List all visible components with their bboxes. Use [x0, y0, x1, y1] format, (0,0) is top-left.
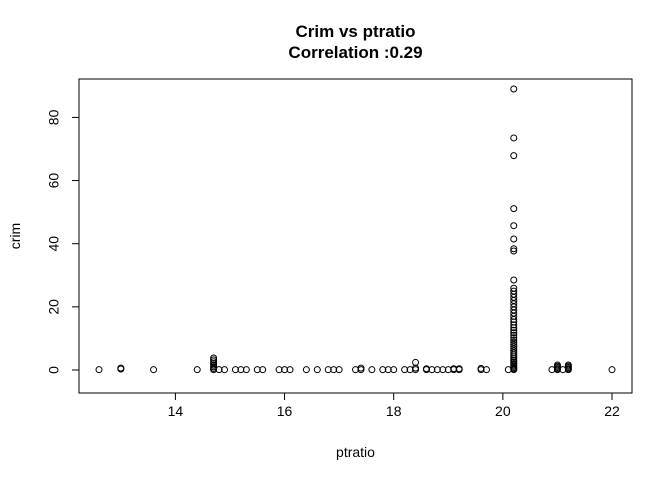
y-tick-label: 0 [46, 366, 62, 374]
data-point [210, 356, 218, 364]
x-tick-label: 18 [386, 403, 402, 419]
data-point [117, 364, 125, 372]
data-point [510, 338, 518, 346]
x-tick-label: 16 [277, 403, 293, 419]
data-point [510, 347, 518, 355]
data-point [564, 361, 572, 369]
data-point [510, 331, 518, 339]
data-point [193, 366, 201, 374]
y-tick-label: 60 [46, 173, 62, 189]
y-axis: 0 20 40 60 80 [46, 109, 80, 374]
data-point [412, 358, 420, 366]
chart-title: Crim vs ptratio [296, 22, 416, 41]
data-point [357, 364, 365, 372]
data-point [510, 329, 518, 337]
data-point [286, 366, 294, 374]
data-point [150, 366, 158, 374]
x-axis-label: ptratio [336, 444, 375, 460]
x-tick-label: 14 [168, 403, 184, 419]
data-point [510, 343, 518, 351]
data-point [553, 361, 561, 369]
data-point [324, 366, 332, 374]
data-point [368, 366, 376, 374]
data-point [95, 366, 103, 374]
data-points [95, 85, 616, 374]
data-point [253, 366, 261, 374]
data-point [510, 334, 518, 342]
y-tick-label: 80 [46, 109, 62, 125]
data-point [281, 366, 289, 374]
data-point [510, 345, 518, 353]
data-point [401, 366, 409, 374]
data-point [384, 366, 392, 374]
data-point [510, 205, 518, 213]
data-point [313, 366, 321, 374]
data-point [330, 366, 338, 374]
data-point [231, 366, 239, 374]
y-tick-label: 40 [46, 236, 62, 252]
data-point [510, 152, 518, 160]
data-point [510, 321, 518, 329]
data-point [379, 366, 387, 374]
data-point [215, 366, 223, 374]
data-point [335, 366, 343, 374]
data-point [275, 366, 283, 374]
data-point [510, 85, 518, 93]
data-point [242, 366, 250, 374]
data-point [510, 134, 518, 142]
data-point [210, 358, 218, 366]
data-point [510, 222, 518, 230]
y-axis-label: crim [7, 223, 23, 249]
x-tick-label: 22 [604, 403, 620, 419]
data-point [210, 354, 218, 362]
data-point [433, 366, 441, 374]
data-point [439, 366, 447, 374]
data-point [510, 245, 518, 253]
x-tick-label: 20 [495, 403, 511, 419]
data-point [510, 326, 518, 334]
data-point [482, 366, 490, 374]
data-point [510, 247, 518, 255]
data-point [510, 287, 518, 295]
plot-frame [78, 78, 633, 394]
chart-subtitle: Correlation :0.29 [288, 43, 422, 62]
data-point [390, 366, 398, 374]
y-tick-label: 20 [46, 299, 62, 315]
data-point [510, 235, 518, 243]
data-point [510, 336, 518, 344]
data-point [608, 366, 616, 374]
x-axis: 14 16 18 20 22 [168, 392, 620, 419]
data-point [302, 366, 310, 374]
data-point [237, 366, 245, 374]
data-point [428, 366, 436, 374]
data-point [510, 340, 518, 348]
data-point [510, 276, 518, 284]
data-point [455, 365, 463, 373]
data-point [221, 366, 229, 374]
data-point [510, 284, 518, 292]
data-point [259, 366, 267, 374]
